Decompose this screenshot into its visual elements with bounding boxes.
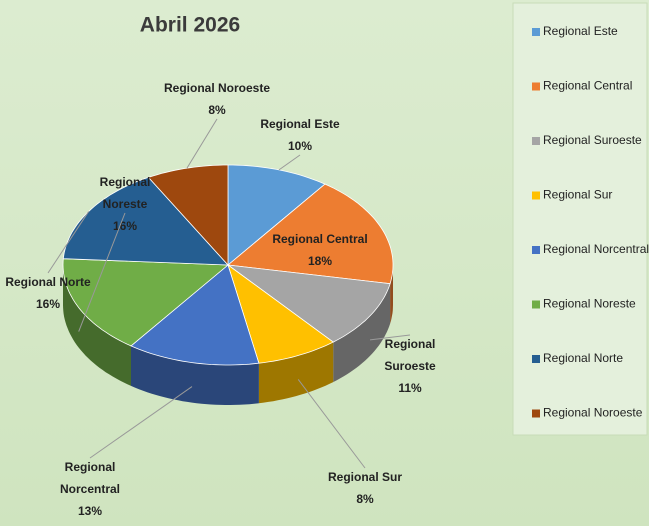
value-label: 16% — [113, 219, 137, 233]
leader-line — [297, 379, 366, 469]
value-label: 8% — [208, 103, 226, 117]
slice — [62, 258, 230, 347]
data-label: Regional Central — [272, 232, 367, 246]
chart-title: Abril 2026 — [140, 14, 240, 37]
value-label: 10% — [288, 139, 312, 153]
legend-swatch — [532, 355, 540, 363]
legend-swatch — [532, 300, 540, 309]
label-line: Noreste — [103, 197, 148, 211]
slice-side — [63, 265, 131, 386]
label-line: Regional — [385, 337, 436, 351]
label-line: Suroeste — [384, 359, 436, 373]
slice — [147, 164, 229, 267]
legend-label: Regional Suroeste — [543, 133, 642, 147]
leader-line — [47, 211, 90, 274]
legend-label: Regional Sur — [543, 188, 612, 202]
slice-side — [333, 283, 391, 383]
slice — [226, 264, 391, 343]
value-label: 13% — [78, 504, 102, 518]
slice — [130, 264, 260, 366]
data-label: Regional Sur — [328, 470, 402, 484]
leader-line — [186, 118, 218, 169]
label-line: Norcentral — [60, 482, 120, 496]
slice — [227, 263, 334, 364]
slice-side — [131, 345, 259, 405]
legend-box — [512, 2, 648, 436]
leader-line — [89, 386, 193, 459]
legend-swatch — [532, 409, 540, 418]
data-label: Regional Norte — [5, 275, 91, 289]
legend-swatch — [532, 191, 540, 200]
data-label: Regional Suroeste — [384, 337, 436, 373]
slice-side — [258, 342, 334, 404]
slice — [227, 183, 394, 285]
legend-label: Regional Este — [543, 24, 618, 38]
leader-line — [369, 334, 411, 341]
legend-label: Regional Noroeste — [543, 406, 643, 420]
slice — [227, 164, 326, 266]
legend-swatch — [532, 28, 540, 36]
data-label: Regional Noreste — [100, 175, 151, 211]
slice-side — [390, 265, 393, 324]
value-label: 8% — [356, 492, 374, 506]
legend-label: Regional Norte — [543, 351, 623, 365]
data-label: Regional Noroeste — [164, 81, 270, 95]
value-label: 18% — [308, 254, 332, 268]
legend-swatch — [532, 246, 540, 254]
leader-line — [278, 154, 301, 171]
data-label: Regional Este — [260, 117, 340, 131]
legend-swatch — [532, 82, 540, 91]
value-label: 11% — [398, 381, 422, 395]
legend-label: Regional Norcentral — [543, 242, 649, 256]
legend-swatch — [532, 137, 540, 145]
value-label: 16% — [36, 297, 60, 311]
label-line: Regional — [100, 175, 151, 189]
legend-label: Regional Noreste — [543, 297, 636, 311]
legend-label: Regional Central — [543, 79, 632, 93]
label-line: Regional — [65, 460, 116, 474]
leader-line — [78, 212, 126, 332]
data-label: Regional Norcentral — [60, 460, 120, 496]
